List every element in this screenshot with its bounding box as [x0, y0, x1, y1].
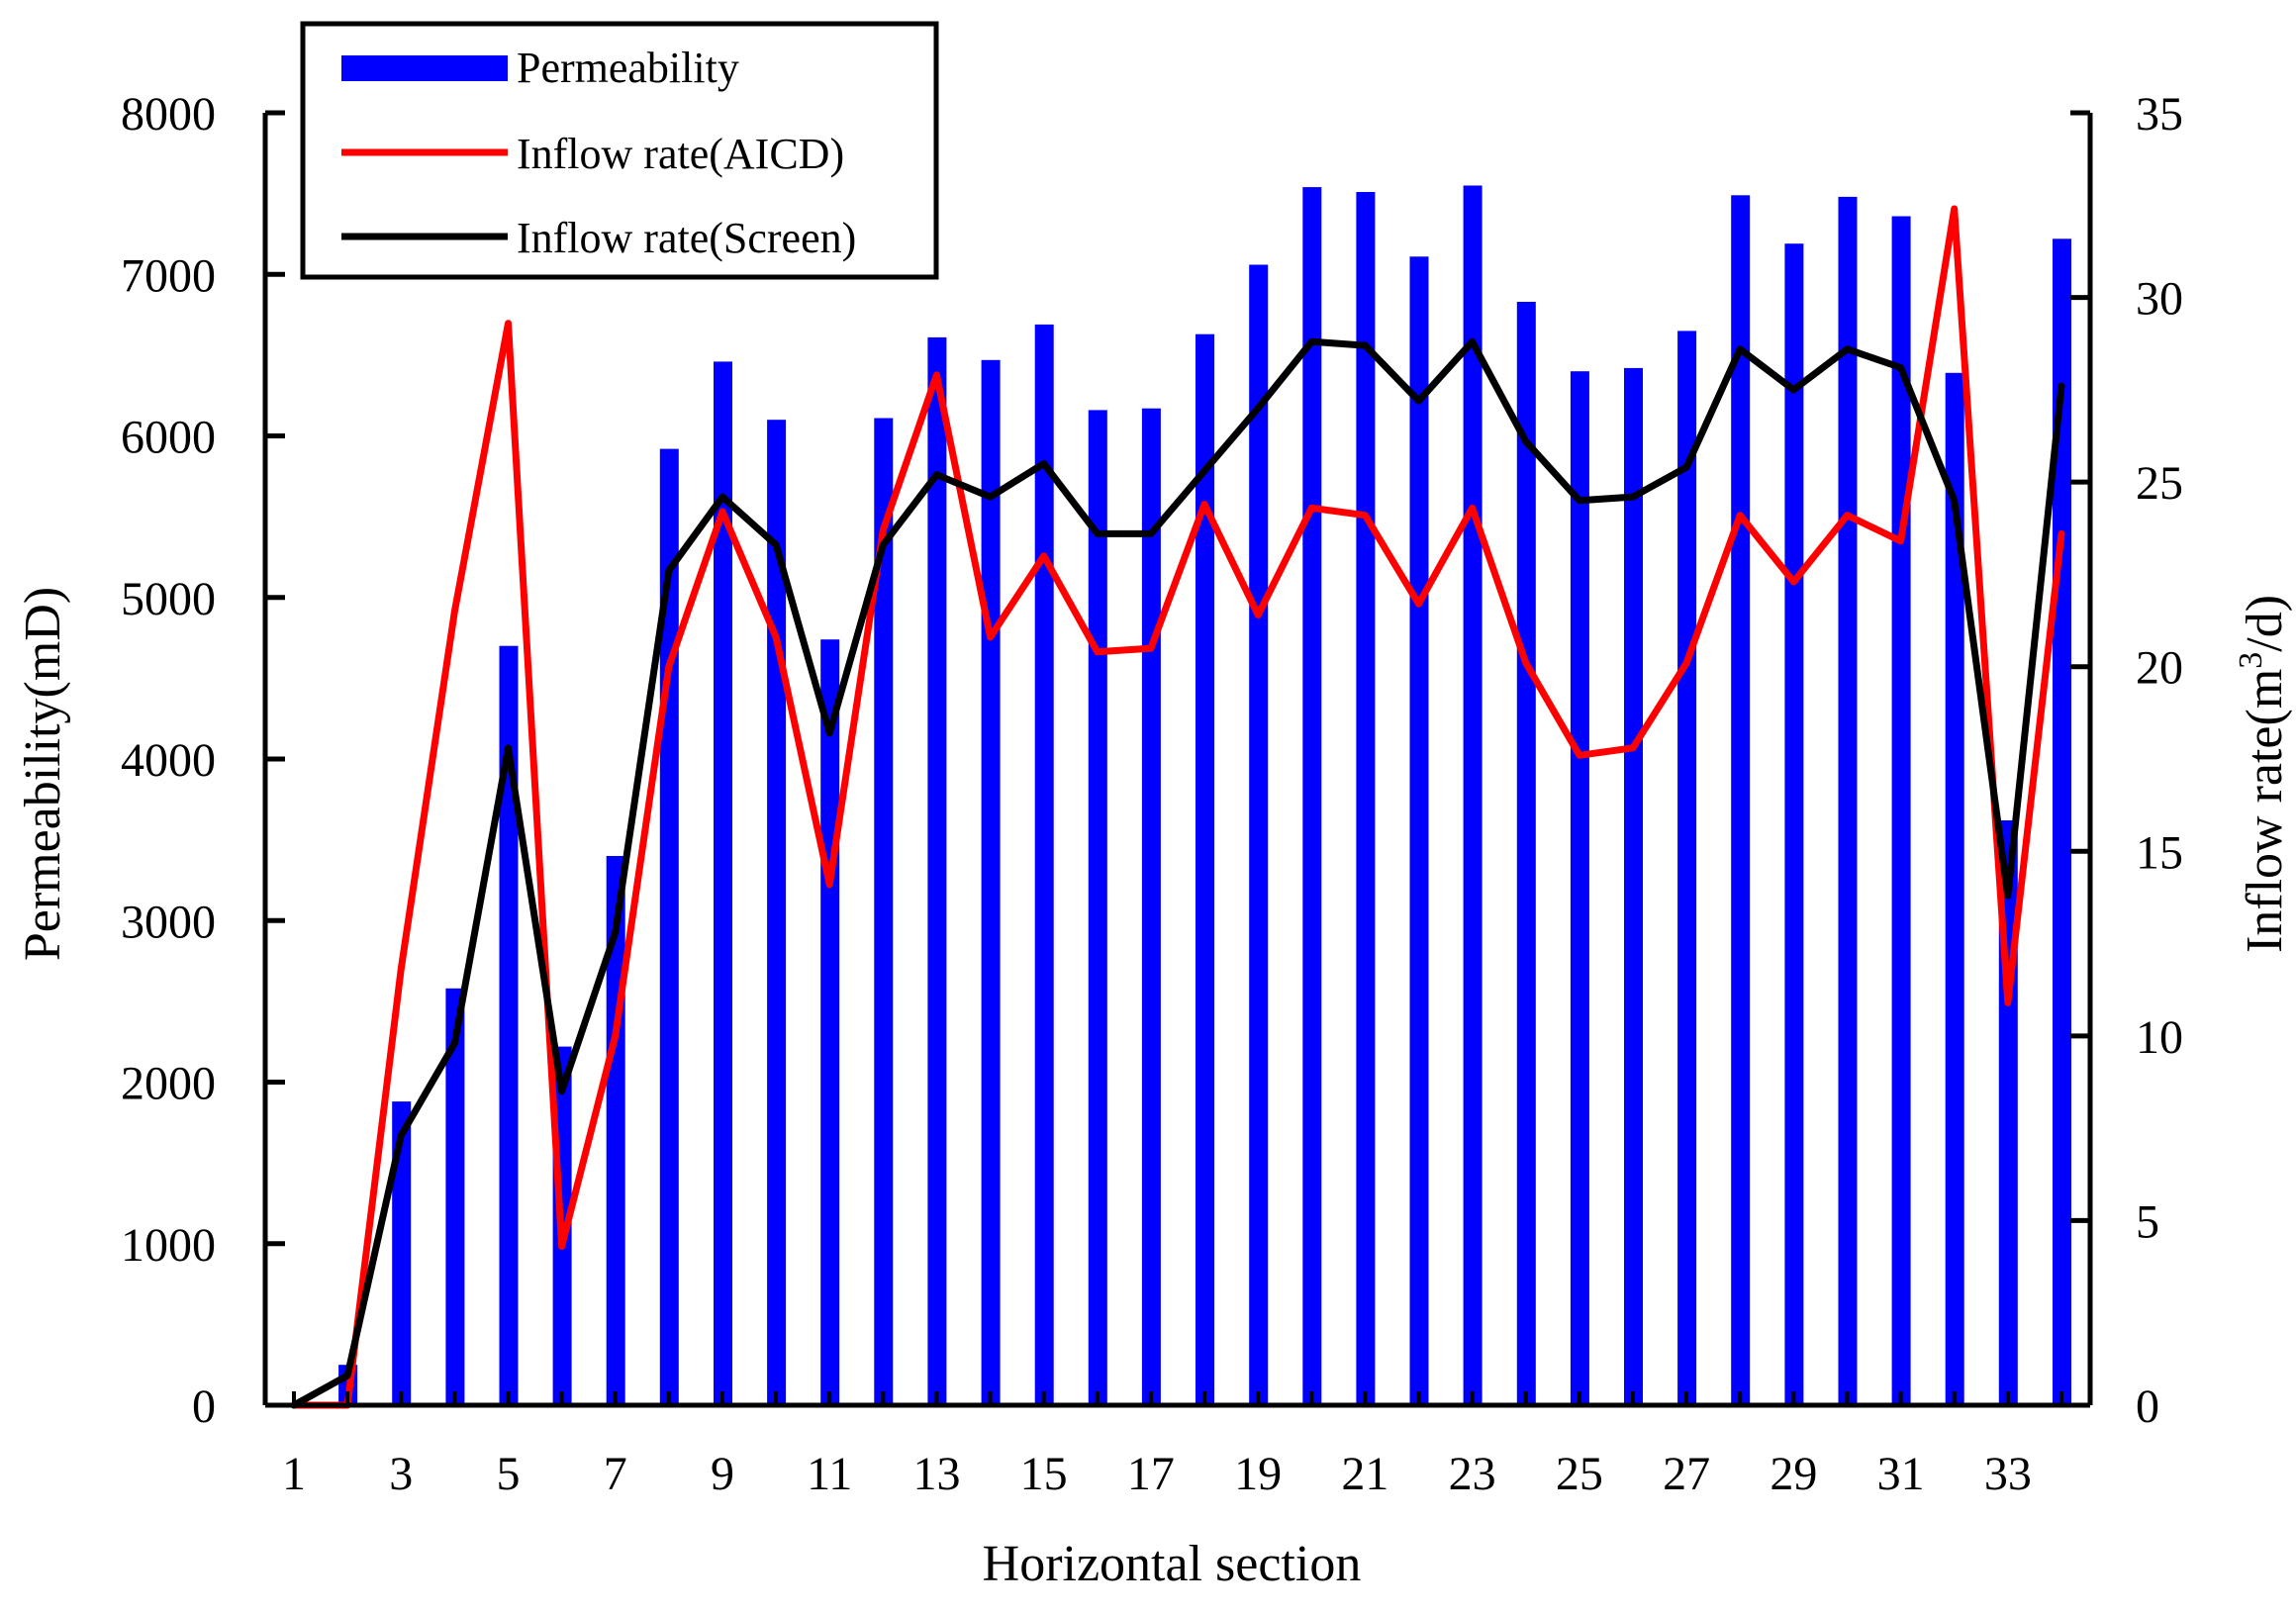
bar-permeability-24: [1516, 302, 1536, 1405]
bar-permeability-29: [1784, 243, 1804, 1406]
bar-permeability-19: [1249, 264, 1269, 1405]
axes-group: 0100020003000400050006000700080000510152…: [121, 88, 2183, 1500]
x-tick-label-33: 33: [1984, 1448, 2032, 1500]
x-tick-label-29: 29: [1770, 1448, 1817, 1500]
legend-swatch-permeability: [341, 55, 508, 81]
y2-axis-title: Inflow rate(m3/d): [2233, 595, 2293, 953]
x-tick-label-11: 11: [807, 1448, 852, 1500]
bar-permeability-17: [1141, 408, 1161, 1405]
legend-label-aicd: Inflow rate(AICD): [517, 130, 844, 178]
bar-permeability-15: [1034, 324, 1054, 1405]
y2-tick-label-25: 25: [2136, 457, 2183, 510]
lines-group: [290, 205, 2065, 1409]
bar-permeability-22: [1409, 256, 1429, 1405]
bar-permeability-3: [392, 1101, 412, 1405]
bar-permeability-30: [1838, 196, 1858, 1405]
x-tick-label-21: 21: [1341, 1448, 1388, 1500]
x-axis-title: Horizontal section: [983, 1536, 1362, 1592]
line-inflow-screen: [290, 337, 2065, 1409]
bar-permeability-16: [1088, 410, 1107, 1405]
x-tick-label-13: 13: [912, 1448, 960, 1500]
legend-label-screen: Inflow rate(Screen): [517, 214, 856, 262]
bar-permeability-31: [1891, 216, 1911, 1405]
y-tick-label-5000: 5000: [121, 573, 216, 625]
x-tick-label-9: 9: [711, 1448, 734, 1500]
y-tick-label-7000: 7000: [121, 249, 216, 302]
x-tick-label-1: 1: [282, 1448, 306, 1500]
legend-label-permeability: Permeability: [517, 44, 739, 92]
bar-permeability-20: [1302, 187, 1322, 1406]
bar-permeability-23: [1463, 185, 1483, 1405]
bar-permeability-5: [499, 645, 519, 1405]
y2-tick-label-15: 15: [2136, 826, 2183, 879]
bar-permeability-28: [1731, 195, 1751, 1405]
y-axis-title: Permeability(mD): [15, 587, 71, 961]
y-tick-label-4000: 4000: [121, 734, 216, 787]
bar-permeability-13: [927, 336, 947, 1405]
bar-permeability-12: [874, 418, 894, 1405]
x-tick-label-27: 27: [1663, 1448, 1710, 1500]
y-tick-label-2000: 2000: [121, 1058, 216, 1110]
line-inflow-aicd: [290, 205, 2065, 1409]
y-tick-label-6000: 6000: [121, 412, 216, 464]
y2-title-post: /d): [2237, 595, 2293, 652]
y-tick-label-3000: 3000: [121, 896, 216, 948]
x-tick-label-3: 3: [389, 1448, 413, 1500]
x-tick-label-5: 5: [496, 1448, 520, 1500]
bar-permeability-4: [445, 988, 465, 1405]
y2-title-pre: Inflow rate(m: [2237, 669, 2293, 953]
y2-tick-label-20: 20: [2136, 642, 2183, 695]
bars-group: [338, 185, 2071, 1406]
bar-permeability-9: [714, 361, 732, 1405]
y-tick-label-8000: 8000: [121, 88, 216, 141]
bar-permeability-18: [1196, 333, 1214, 1406]
bar-permeability-27: [1677, 331, 1697, 1405]
x-tick-label-31: 31: [1877, 1448, 1925, 1500]
bar-permeability-34: [2053, 238, 2071, 1405]
y-tick-label-0: 0: [192, 1380, 216, 1433]
y-tick-label-1000: 1000: [121, 1219, 216, 1272]
bar-permeability-21: [1356, 192, 1376, 1405]
bar-permeability-26: [1624, 367, 1643, 1405]
y2-tick-label-10: 10: [2136, 1011, 2183, 1064]
y2-tick-label-0: 0: [2136, 1380, 2159, 1433]
y2-tick-label-5: 5: [2136, 1195, 2159, 1248]
y2-tick-label-35: 35: [2136, 88, 2183, 141]
y2-tick-label-30: 30: [2136, 273, 2183, 326]
x-tick-label-7: 7: [604, 1448, 627, 1500]
y2-title-sup: 3: [2233, 652, 2269, 669]
bar-permeability-14: [981, 359, 1001, 1405]
bar-permeability-25: [1570, 371, 1589, 1406]
bar-permeability-11: [820, 639, 840, 1405]
x-tick-label-15: 15: [1020, 1448, 1068, 1500]
legend: Permeability Inflow rate(AICD) Inflow ra…: [300, 21, 939, 280]
x-tick-label-19: 19: [1234, 1448, 1282, 1500]
x-tick-label-17: 17: [1127, 1448, 1175, 1500]
x-tick-label-23: 23: [1449, 1448, 1496, 1500]
x-tick-label-25: 25: [1556, 1448, 1603, 1500]
bar-permeability-32: [1945, 372, 1964, 1405]
